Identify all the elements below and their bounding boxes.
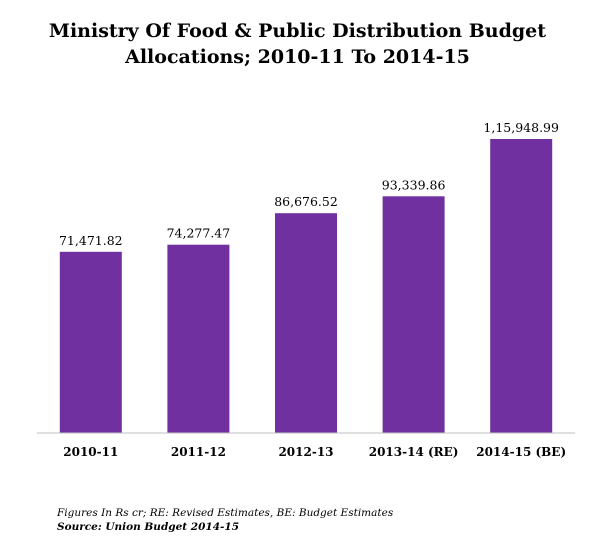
- data-label: 93,339.86: [382, 177, 446, 192]
- chart-title-line-1: Ministry Of Food & Public Distribution B…: [48, 20, 547, 42]
- x-tick-label: 2012-13: [278, 445, 333, 459]
- x-tick-label: 2013-14 (RE): [369, 445, 459, 459]
- chart-notes: Figures In Rs cr; RE: Revised Estimates,…: [57, 506, 393, 534]
- chart-title: Ministry Of Food & Public Distribution B…: [0, 18, 595, 70]
- bar-2013-14: [382, 196, 445, 433]
- data-label: 74,277.47: [167, 226, 231, 241]
- data-label: 1,15,948.99: [483, 120, 559, 135]
- x-tick-label: 2014-15 (BE): [476, 445, 566, 459]
- chart-title-line-2: Allocations; 2010-11 To 2014-15: [125, 46, 470, 68]
- bar-2010-11: [59, 251, 122, 433]
- figures-note: Figures In Rs cr; RE: Revised Estimates,…: [57, 507, 394, 519]
- data-label: 71,471.82: [59, 233, 123, 248]
- data-label: 86,676.52: [274, 194, 338, 209]
- bar-2011-12: [167, 244, 230, 433]
- bar-2014-15: [490, 139, 553, 433]
- x-tick-label: 2011-12: [171, 445, 226, 459]
- source-note: Source: Union Budget 2014-15: [57, 521, 240, 533]
- x-tick-label: 2010-11: [63, 445, 118, 459]
- bar-2012-13: [275, 213, 337, 433]
